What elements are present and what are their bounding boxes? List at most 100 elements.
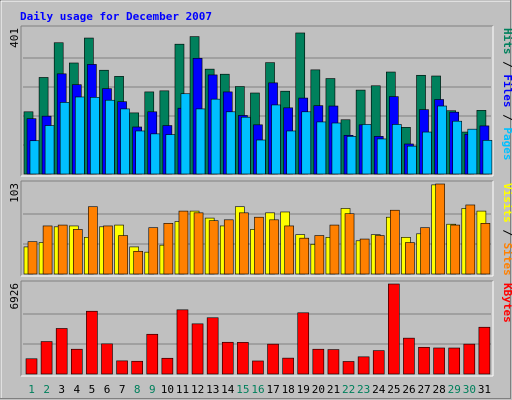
legend-part: Hits — [501, 28, 512, 55]
bar-pages-day-2 — [44, 125, 55, 175]
day-label: 16 — [251, 383, 264, 396]
day-label: 9 — [149, 383, 156, 396]
bar-pages-day-11 — [180, 93, 191, 175]
bar-kbytes-day-15 — [237, 342, 249, 375]
bar-kbytes-day-19 — [297, 312, 310, 375]
day-label: 21 — [327, 383, 340, 396]
day-label: 28 — [433, 383, 446, 396]
bar-kbytes-day-23 — [357, 356, 370, 375]
day-label: 20 — [312, 383, 325, 396]
bar-kbytes-day-13 — [206, 317, 219, 375]
chart-panels: 401 Hits / Files / Pages 103 Visits / Sites… — [8, 25, 512, 377]
bar-sites-day-2 — [42, 225, 53, 275]
bar-sites-day-16 — [254, 216, 264, 275]
bar-sites-day-15 — [239, 212, 249, 275]
y-max-label: 401 — [8, 28, 21, 48]
bar-pages-day-10 — [165, 134, 176, 175]
bar-kbytes-day-12 — [191, 323, 204, 375]
bar-kbytes-day-26 — [403, 337, 415, 375]
day-label: 23 — [357, 383, 370, 396]
bar-sites-day-28 — [435, 183, 445, 275]
day-label: 7 — [119, 383, 126, 396]
day-label: 18 — [282, 383, 295, 396]
bar-sites-day-4 — [72, 229, 83, 275]
bar-pages-day-28 — [437, 105, 447, 175]
day-axis: 1 2 3 4 5 6 7 8 9 10 11 12 13 14 15 16 17 18 19 20 21 22 23 24 2… — [28, 383, 491, 396]
legend-part: / — [501, 223, 512, 243]
series-legend: Hits / Files / Pages — [501, 28, 512, 161]
bar-kbytes-day-11 — [176, 309, 189, 375]
legend-part: Visits — [501, 183, 512, 223]
bar-pages-day-25 — [392, 124, 402, 175]
bar-sites-day-6 — [103, 225, 113, 275]
bar-sites-day-22 — [344, 213, 355, 275]
bar-kbytes-day-8 — [131, 360, 143, 375]
bar-kbytes-day-14 — [221, 341, 234, 375]
bar-sites-day-8 — [133, 250, 143, 275]
bar-pages-day-19 — [301, 111, 312, 175]
bar-pages-day-16 — [256, 139, 266, 175]
bar-pages-day-14 — [225, 111, 236, 175]
bar-kbytes-day-27 — [418, 346, 430, 375]
day-label: 30 — [463, 383, 476, 396]
day-label: 10 — [161, 383, 174, 396]
bar-kbytes-day-16 — [252, 360, 264, 375]
bar-sites-day-5 — [88, 206, 98, 275]
day-label: 1 — [28, 383, 35, 396]
day-label: 5 — [89, 383, 96, 396]
day-label: 31 — [478, 383, 491, 396]
day-label: 8 — [134, 383, 141, 396]
bar-sites-day-14 — [223, 219, 234, 275]
bar-pages-day-22 — [346, 136, 357, 175]
day-label: 2 — [43, 383, 50, 396]
bar-pages-day-9 — [150, 133, 161, 175]
y-max-label: 6926 — [8, 283, 21, 310]
bar-kbytes-day-1 — [25, 358, 38, 375]
bar-pages-day-20 — [316, 121, 327, 175]
bar-kbytes-day-22 — [342, 361, 355, 375]
bar-sites-day-1 — [27, 241, 38, 275]
bar-pages-day-6 — [105, 99, 115, 175]
panel-top: 401 Hits / Files / Pages — [8, 25, 512, 177]
day-label: 22 — [342, 383, 355, 396]
bar-pages-day-3 — [59, 102, 70, 175]
bar-pages-day-4 — [74, 96, 85, 175]
day-label: 24 — [372, 383, 386, 396]
day-label: 27 — [417, 383, 430, 396]
bar-kbytes-day-24 — [372, 350, 385, 375]
bar-pages-day-27 — [422, 131, 432, 175]
day-label: 12 — [191, 383, 204, 396]
bar-kbytes-day-4 — [70, 348, 83, 375]
bar-kbytes-day-18 — [282, 357, 294, 375]
bar-pages-day-15 — [241, 116, 251, 175]
bar-kbytes-day-28 — [433, 347, 445, 375]
bar-sites-day-26 — [405, 242, 415, 275]
day-label: 19 — [297, 383, 310, 396]
day-label: 6 — [104, 383, 111, 396]
bar-sites-day-19 — [299, 237, 310, 275]
bar-sites-day-20 — [314, 235, 325, 275]
bar-sites-day-24 — [374, 235, 385, 275]
series-legend: KBytes — [501, 283, 512, 323]
bar-kbytes-day-31 — [478, 326, 491, 375]
bar-sites-day-9 — [148, 227, 159, 275]
legend-part: Pages — [501, 127, 512, 160]
day-label: 26 — [402, 383, 415, 396]
bar-pages-day-26 — [407, 145, 417, 175]
bar-pages-day-18 — [286, 130, 296, 175]
bar-kbytes-day-3 — [55, 328, 68, 375]
bar-pages-day-17 — [271, 104, 281, 175]
bar-kbytes-day-5 — [86, 310, 98, 375]
day-label: 11 — [176, 383, 189, 396]
bar-sites-day-30 — [465, 204, 476, 275]
bar-pages-day-5 — [90, 97, 100, 175]
bar-sites-day-21 — [329, 224, 340, 275]
bar-sites-day-31 — [480, 223, 491, 275]
bar-pages-day-24 — [376, 138, 387, 175]
chart-title: Daily usage for December 2007 — [20, 10, 212, 23]
day-label: 15 — [236, 383, 249, 396]
legend-part: KBytes — [501, 283, 512, 323]
bar-pages-day-8 — [135, 130, 145, 175]
day-label: 13 — [206, 383, 219, 396]
